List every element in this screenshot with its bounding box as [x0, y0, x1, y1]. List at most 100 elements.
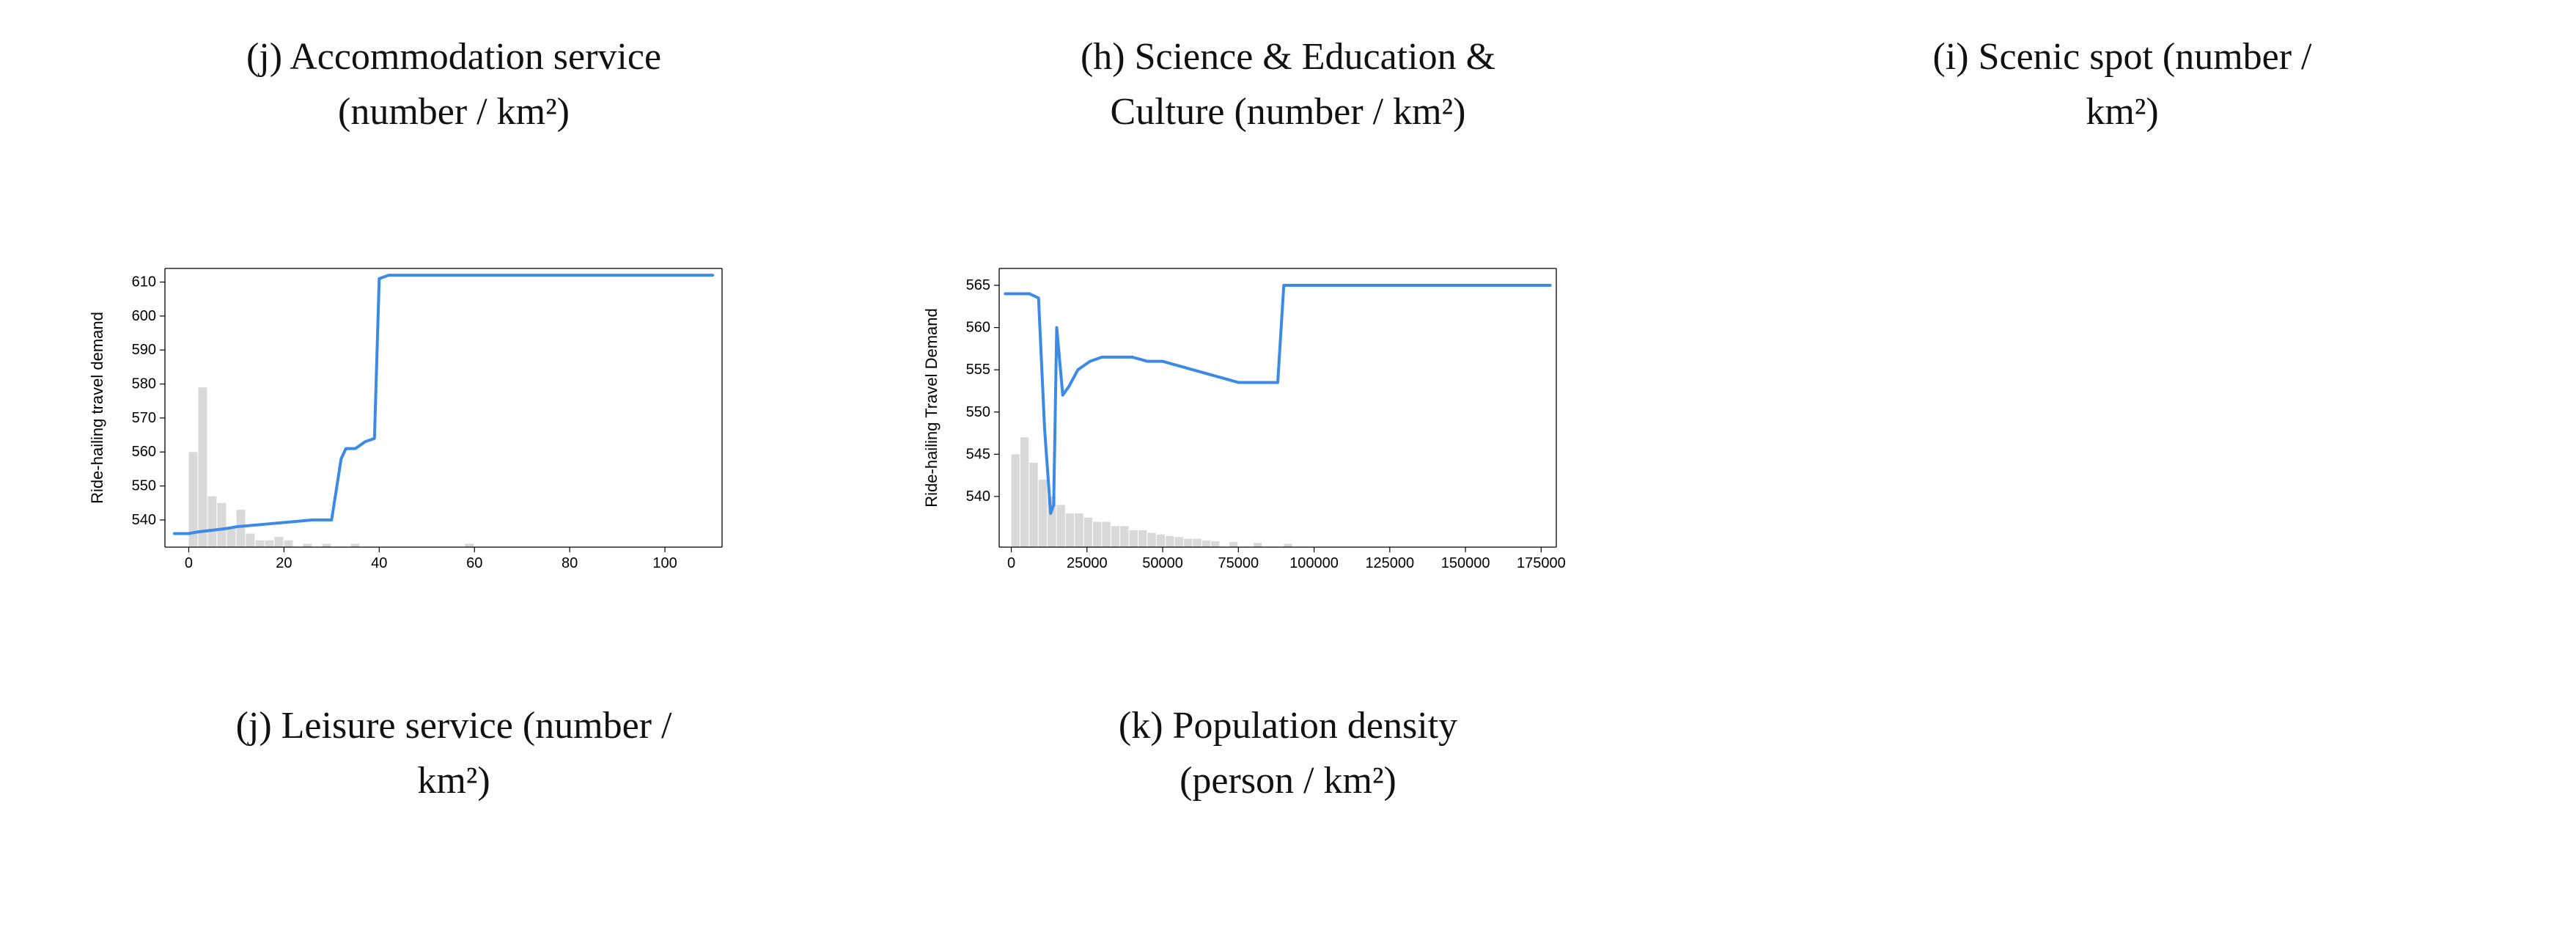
- histogram-bar: [1093, 522, 1101, 548]
- caption-panel-top-center: (h) Science & Education & Culture (numbe…: [893, 22, 1683, 254]
- histogram-bar: [217, 503, 226, 547]
- histogram-bar: [1157, 535, 1165, 547]
- caption-line1: Scenic spot (number /: [1979, 36, 2312, 78]
- caption-tag: (i): [1933, 36, 1969, 78]
- chart-panel-empty: [1727, 254, 2517, 690]
- y-axis-label: Ride-hailing Travel Demand: [922, 309, 941, 508]
- x-tick-label: 175000: [1517, 555, 1566, 571]
- caption-panel-top-right: (i) Scenic spot (number / km²): [1727, 22, 2517, 254]
- y-tick-label: 580: [132, 376, 156, 392]
- x-tick-label: 0: [1007, 555, 1015, 571]
- pdp-line: [1005, 285, 1550, 513]
- chart-leisure: 0 20 40 60 80 100 540 550 560 570 580 590 600 610 Ride…: [81, 254, 740, 591]
- caption-line1: Science & Education &: [1135, 36, 1495, 78]
- histogram-bar: [1211, 541, 1219, 547]
- caption-line2: km²): [417, 760, 490, 802]
- histogram-bar: [1229, 542, 1237, 547]
- caption-line2: km²): [2086, 91, 2158, 133]
- histogram-bar: [255, 541, 264, 547]
- histogram-bar: [1202, 541, 1210, 547]
- histogram-bar: [284, 541, 292, 547]
- caption-line1: Population density: [1173, 705, 1458, 747]
- caption-top-right: (i) Scenic spot (number / km²): [1911, 22, 2334, 155]
- x-tick-label: 40: [371, 555, 387, 571]
- y-tick-label: 560: [966, 320, 990, 336]
- caption-top-center: (h) Science & Education & Culture (numbe…: [1059, 22, 1517, 155]
- x-tick-label: 50000: [1142, 555, 1183, 571]
- histogram-bar: [465, 544, 474, 548]
- histogram-bar: [198, 387, 207, 547]
- caption-line1: Leisure service (number /: [281, 705, 672, 747]
- y-axis-label: Ride-hailing travel demand: [88, 312, 106, 504]
- histogram-bar: [1111, 526, 1119, 547]
- y-tick-label: 600: [132, 308, 156, 324]
- chart-popdensity: 0 25000 50000 75000 100000 125000 150000 175000…: [915, 254, 1575, 591]
- x-tick-label: 20: [276, 555, 292, 571]
- histogram-bar: [1138, 530, 1147, 547]
- histogram-bar: [1029, 463, 1037, 547]
- histogram-bar: [1184, 539, 1192, 548]
- caption-panel-bottom-center: (k) Population density (person / km²): [893, 691, 1683, 923]
- caption-line2: (number / km²): [338, 91, 570, 133]
- histogram-bar: [1020, 438, 1028, 548]
- x-tick-label: 0: [185, 555, 193, 571]
- x-tick-label: 100000: [1289, 555, 1339, 571]
- caption-top-left: (j) Accommodation service (number / km²): [224, 22, 683, 155]
- histogram-bar: [236, 510, 245, 547]
- y-tick-label: 550: [966, 404, 990, 420]
- histogram-bar: [207, 497, 216, 548]
- histogram-bar: [1130, 530, 1138, 547]
- histogram-bar: [1084, 518, 1092, 547]
- caption-line2: Culture (number / km²): [1111, 91, 1466, 133]
- caption-panel-top-left: (j) Accommodation service (number / km²): [59, 22, 849, 254]
- histogram-bar: [227, 527, 235, 547]
- histogram-bar: [246, 534, 254, 548]
- histogram-bar: [1012, 455, 1020, 548]
- y-tick-label: 545: [966, 447, 990, 463]
- chart-panel-leisure: 0 20 40 60 80 100 540 550 560 570 580 590 600 610 Ride…: [59, 254, 849, 690]
- caption-line1: Accommodation service: [290, 36, 661, 78]
- histogram-bar: [274, 537, 283, 547]
- x-tick-label: 80: [562, 555, 578, 571]
- y-tick-label: 570: [132, 410, 156, 426]
- caption-panel-bottom-right-empty: [1727, 691, 2517, 923]
- caption-bottom-center: (k) Population density (person / km²): [1097, 691, 1479, 824]
- x-tick-label: 60: [466, 555, 482, 571]
- histogram-bar: [303, 544, 312, 548]
- x-tick-label: 150000: [1441, 555, 1490, 571]
- caption-tag: (h): [1081, 36, 1125, 78]
- histogram-bar: [350, 544, 359, 548]
- y-tick-label: 550: [132, 478, 156, 494]
- x-tick-label: 25000: [1067, 555, 1108, 571]
- caption-line2: (person / km²): [1180, 760, 1396, 802]
- x-tick-label: 125000: [1365, 555, 1414, 571]
- histogram-bar: [1147, 533, 1155, 548]
- histogram-bar: [322, 544, 331, 548]
- histogram-bar: [1066, 513, 1074, 547]
- histogram-bar: [1175, 537, 1183, 547]
- histogram-bar: [1102, 522, 1110, 548]
- histogram-bar: [1039, 480, 1047, 547]
- histogram-bar: [1193, 539, 1201, 548]
- y-tick-label: 565: [966, 277, 990, 293]
- caption-panel-bottom-left: (j) Leisure service (number / km²): [59, 691, 849, 923]
- x-tick-label: 75000: [1218, 555, 1259, 571]
- y-tick-label: 590: [132, 342, 156, 358]
- y-tick-label: 540: [132, 512, 156, 528]
- caption-tag: (j): [236, 705, 272, 747]
- y-tick-label: 540: [966, 488, 990, 505]
- chart-panel-popdensity: 0 25000 50000 75000 100000 125000 150000 175000…: [893, 254, 1683, 690]
- caption-bottom-left: (j) Leisure service (number / km²): [214, 691, 694, 824]
- caption-tag: (j): [246, 36, 282, 78]
- caption-tag: (k): [1119, 705, 1163, 747]
- pdp-line: [174, 276, 713, 534]
- histogram-bar: [1120, 526, 1128, 547]
- histogram-bar: [1284, 544, 1292, 548]
- histogram-bar: [265, 541, 273, 547]
- x-tick-label: 100: [652, 555, 677, 571]
- y-tick-label: 560: [132, 444, 156, 460]
- y-tick-label: 555: [966, 362, 990, 378]
- histogram-bar: [1254, 543, 1262, 547]
- y-tick-label: 610: [132, 274, 156, 290]
- histogram-bar: [1075, 513, 1083, 547]
